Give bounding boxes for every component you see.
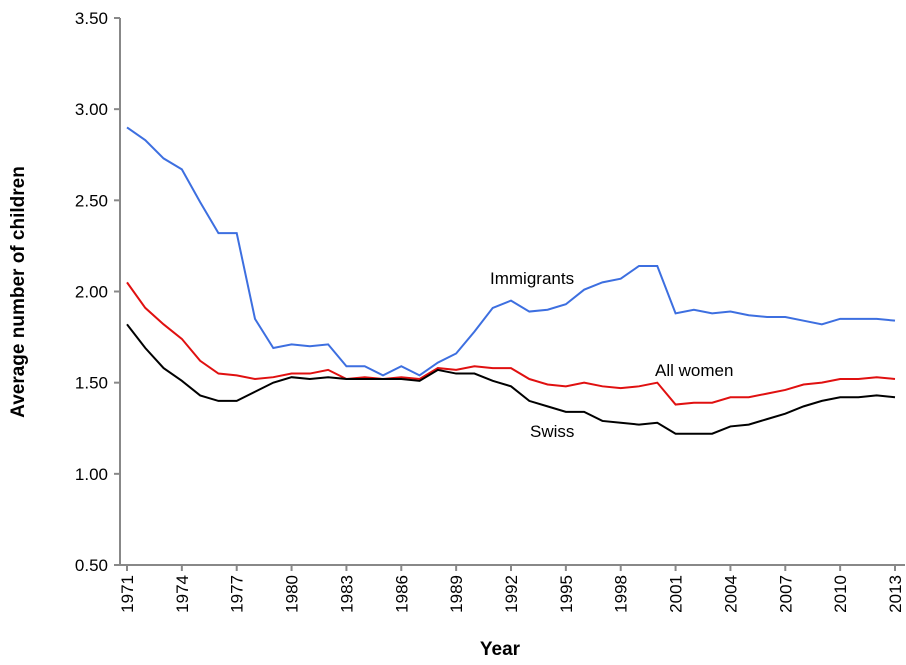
- x-tick-label: 2001: [667, 575, 686, 613]
- x-tick-label: 2004: [721, 575, 740, 613]
- x-tick-label: 1998: [612, 575, 631, 613]
- x-tick-label: 2007: [776, 575, 795, 613]
- x-tick-label: 1971: [118, 575, 137, 613]
- x-tick-label: 1995: [557, 575, 576, 613]
- y-tick-label: 2.00: [75, 283, 108, 302]
- y-tick-label: 1.00: [75, 465, 108, 484]
- series-line: [126, 126, 896, 377]
- y-tick-label: 2.50: [75, 191, 108, 210]
- x-tick-label: 2013: [886, 575, 905, 613]
- x-tick-label: 1986: [392, 575, 411, 613]
- x-tick-label: 1974: [173, 575, 192, 613]
- x-tick-label: 2010: [831, 575, 850, 613]
- x-tick-label: 1980: [283, 575, 302, 613]
- x-tick-label: 1992: [502, 575, 521, 613]
- y-tick-label: 3.00: [75, 100, 108, 119]
- y-axis-title: Average number of children: [8, 166, 29, 418]
- y-tick-label: 1.50: [75, 374, 108, 393]
- series-label: All women: [655, 361, 733, 380]
- y-tick-label: 3.50: [75, 9, 108, 28]
- series-label: Immigrants: [490, 269, 574, 288]
- x-tick-label: 1989: [447, 575, 466, 613]
- y-tick-label: 0.50: [75, 556, 108, 575]
- series-label: Swiss: [530, 422, 574, 441]
- series-line: [126, 323, 896, 435]
- series-line: [126, 281, 896, 406]
- x-tick-label: 1977: [228, 575, 247, 613]
- x-axis-title: Year: [480, 639, 521, 660]
- x-tick-label: 1983: [337, 575, 356, 613]
